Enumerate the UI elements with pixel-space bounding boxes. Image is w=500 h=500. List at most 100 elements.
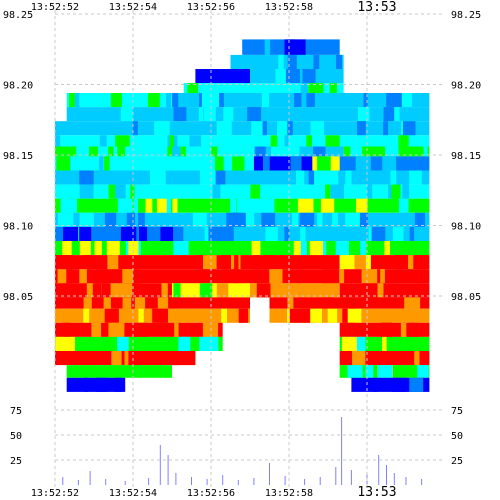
tick-label: 13:52:52 — [31, 488, 79, 499]
heatmap-cell-shade — [104, 308, 119, 323]
heatmap-cell-shade — [277, 121, 288, 136]
heatmap-cell-shade — [261, 212, 276, 227]
heatmap-cell-shade — [255, 146, 266, 157]
tick-label: 13:52:54 — [109, 488, 157, 499]
heatmap-cell-shade — [169, 146, 181, 157]
heatmap-cell-shade — [128, 241, 139, 256]
heatmap-cell-shade — [392, 226, 404, 241]
heatmap-cell-shade — [309, 241, 323, 256]
heatmap-cell-shade — [99, 135, 107, 147]
heatmap-cell-shade — [306, 135, 312, 147]
heatmap-cell-shade — [409, 226, 415, 241]
heatmap-cell-shade — [279, 255, 285, 270]
tick-label: 13:53 — [357, 485, 396, 500]
tick-label: 98.10 — [3, 222, 33, 233]
heatmap-cell-shade — [110, 93, 122, 108]
heatmap-cell-shade — [325, 135, 340, 147]
heatmap-cell-shade — [398, 351, 413, 366]
heatmap-cell — [230, 54, 344, 69]
heatmap-cell-shade — [313, 54, 320, 69]
heatmap-cell-shade — [341, 336, 357, 351]
heatmap-cell-shade — [234, 255, 239, 270]
heatmap-cell-shade — [180, 336, 187, 351]
tick-label: 13:52:52 — [31, 2, 79, 13]
heatmap-cell-shade — [138, 212, 145, 227]
heatmap-cell-shade — [236, 198, 252, 213]
heatmap-cell-shade — [61, 336, 75, 351]
heatmap-cell-shade — [198, 107, 204, 122]
heatmap-cell-shade — [339, 269, 345, 284]
heatmap-cell-shade — [308, 170, 314, 185]
heatmap-cell-shade — [57, 156, 71, 171]
heatmap-cell-shade — [131, 269, 141, 284]
heatmap-cell-shade — [216, 283, 229, 298]
heatmap-cell-shade — [295, 308, 311, 323]
heatmap-cell-shade — [360, 241, 367, 256]
tick-label: 98.15 — [451, 151, 481, 162]
tick-label: 98.10 — [451, 222, 481, 233]
heatmap-cell-shade — [104, 156, 110, 171]
heatmap-cell-shade — [284, 226, 290, 241]
heatmap-cell-shade — [354, 255, 366, 270]
tick-label: 13:53 — [357, 0, 396, 15]
heatmap-cell-shade — [108, 184, 116, 199]
tick-label: 13:52:58 — [265, 488, 313, 499]
heatmap-cell-shade — [352, 351, 366, 366]
heatmap-cell-shade — [386, 93, 402, 108]
heatmap-cell-shade — [293, 241, 301, 256]
heatmap-cell-shade — [112, 184, 126, 199]
heatmap-cell-shade — [189, 135, 202, 147]
heatmap-cell-shade — [167, 146, 173, 157]
heatmap-cell-shade — [360, 107, 370, 122]
heatmap-cell-shade — [136, 297, 146, 309]
heatmap-cell-shade — [79, 170, 89, 185]
heatmap-cell-shade — [355, 156, 369, 171]
heatmap-cell-shade — [269, 269, 283, 284]
heatmap-cell-shade — [63, 226, 78, 241]
heatmap-cell-shade — [254, 255, 261, 270]
heatmap-cell-shade — [216, 121, 232, 136]
heatmap-cell-shade — [423, 146, 428, 157]
heatmap-cell-shade — [336, 54, 342, 69]
heatmap-cell-shade — [83, 297, 92, 309]
heatmap-cell — [183, 83, 344, 93]
heatmap-cell-shade — [345, 170, 352, 185]
heatmap-cell-shade — [199, 283, 213, 298]
heatmap-cell-shade — [62, 241, 72, 256]
heatmap-cell-shade — [139, 226, 148, 241]
heatmap-cell-shade — [310, 121, 324, 136]
heatmap-cell-shade — [169, 351, 180, 366]
heatmap-cell-shade — [394, 255, 410, 270]
heatmap-cell-shade — [221, 308, 227, 323]
heatmap-cell-shade — [132, 322, 148, 337]
heatmap-cell-shade — [366, 184, 373, 199]
heatmap-cell-shade — [327, 297, 334, 309]
heatmap-cell-shade — [300, 226, 306, 241]
tick-label: 98.20 — [3, 81, 33, 92]
heatmap-cell — [55, 297, 250, 309]
tick-label: 98.25 — [451, 10, 481, 21]
heatmap-cell-shade — [399, 198, 409, 213]
heatmap-cell-shade — [152, 308, 168, 323]
heatmap-cell-shade — [83, 308, 90, 323]
heatmap-cell-shade — [391, 184, 401, 199]
heatmap-cell — [55, 283, 102, 298]
heatmap-cell-shade — [120, 226, 137, 241]
heatmap-cell-shade — [356, 336, 366, 351]
heatmap-cell-shade — [330, 184, 344, 199]
heatmap-cell-shade — [264, 39, 271, 55]
heatmap-cell-shade — [372, 377, 378, 392]
heatmap-cell-shade — [187, 83, 198, 93]
tick-label: 98.25 — [3, 10, 33, 21]
heatmap-cell-shade — [254, 107, 262, 122]
heatmap-cell-shade — [117, 146, 126, 157]
tick-label: 75 — [451, 406, 463, 417]
heatmap-cell-shade — [232, 212, 246, 227]
heatmap-cell-shade — [247, 107, 256, 122]
heatmap-cell-shade — [107, 255, 119, 270]
volume-bars — [62, 417, 423, 485]
heatmap-cell-shade — [79, 226, 92, 241]
heatmap-cell-shade — [79, 269, 87, 284]
heatmap-cell-shade — [408, 255, 414, 270]
